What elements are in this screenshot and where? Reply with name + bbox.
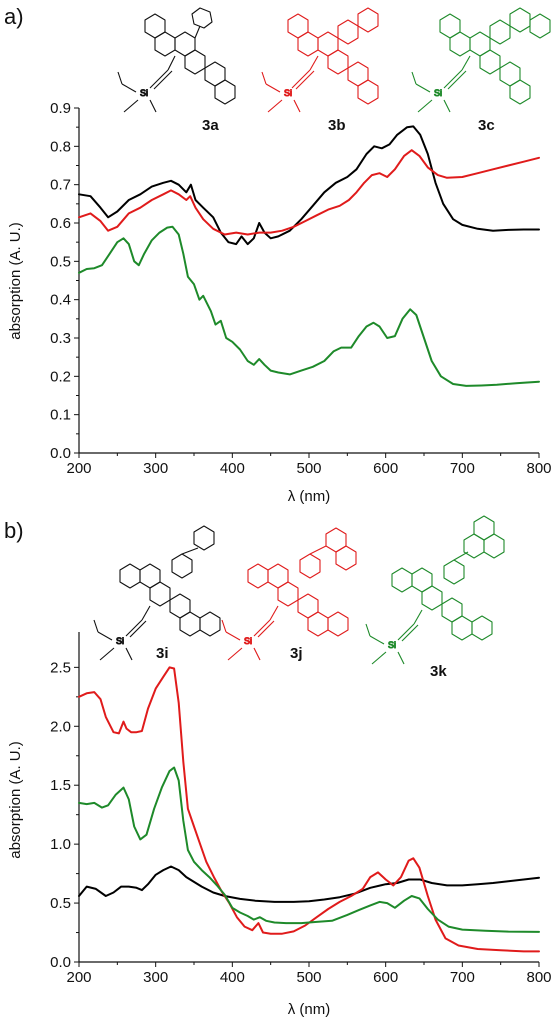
panel-b-label: b) (4, 518, 24, 543)
molecule-3i-structure-icon: Si (93, 525, 221, 661)
y-tick-label: 0.8 (50, 138, 71, 155)
y-tick-label: 1.5 (50, 777, 71, 794)
x-tick-label: 700 (450, 460, 475, 477)
molecule-3j-structure-icon: Si (221, 527, 357, 661)
y-tick-label: 0.5 (50, 895, 71, 912)
series-line-3c (78, 225, 540, 387)
y-tick-label: 0.1 (50, 407, 71, 424)
svg-text:Si: Si (284, 88, 292, 98)
compound-label-3i: 3i (156, 645, 169, 662)
series-line-3i (78, 865, 540, 903)
x-tick-label: 700 (450, 969, 475, 986)
panel-a-label: a) (4, 4, 24, 29)
y-tick-label: 0.0 (50, 954, 71, 971)
y-tick-label: 0.5 (50, 253, 71, 270)
x-tick-label: 500 (296, 460, 321, 477)
y-tick-label: 0.4 (50, 292, 71, 309)
svg-text:Si: Si (388, 640, 396, 650)
molecule-3k-structure-icon: Si (365, 515, 505, 665)
svg-text:Si: Si (434, 88, 442, 98)
panel-a-x-axis-title: λ (nm) (288, 488, 331, 505)
x-tick-label: 600 (373, 969, 398, 986)
panel-a: a) Si 3a (4, 4, 552, 505)
y-tick-label: 0.3 (50, 330, 71, 347)
panel-a-axes: 200 300 400 500 600 700 800 0.0 0.1 0.2 0.3 0.4 0.5 0… (50, 100, 551, 477)
compound-label-3c: 3c (478, 117, 495, 134)
svg-text:Si: Si (140, 88, 148, 98)
compound-label-3k: 3k (430, 663, 447, 680)
panel-b-axes: 200 300 400 500 600 700 800 0.0 0.5 1.0 1.5 2.0 2.5 (50, 632, 552, 986)
panel-a-y-axis-title: absorption (A. U.) (7, 222, 24, 340)
series-line-3j (78, 666, 540, 953)
svg-text:Si: Si (116, 636, 124, 646)
molecule-3c-structure-icon: Si (411, 7, 551, 113)
x-tick-label: 200 (66, 969, 91, 986)
y-tick-label: 0.0 (50, 445, 71, 462)
x-tick-label: 800 (526, 460, 551, 477)
y-tick-label: 0.6 (50, 215, 71, 232)
y-tick-label: 0.9 (50, 100, 71, 117)
compound-label-3b: 3b (328, 117, 346, 134)
molecule-3b-structure-icon: Si (261, 7, 379, 113)
series-line-3b (78, 149, 540, 236)
x-tick-label: 300 (143, 969, 168, 986)
y-tick-label: 0.2 (50, 368, 71, 385)
panel-b: b) Si 3i (4, 515, 552, 1018)
series-line-3a (78, 125, 540, 246)
panel-b-y-axis-title: absorption (A. U.) (7, 741, 24, 859)
x-tick-label: 300 (143, 460, 168, 477)
x-tick-label: 200 (66, 460, 91, 477)
x-tick-label: 400 (220, 969, 245, 986)
compound-label-3a: 3a (202, 117, 219, 134)
y-tick-label: 1.0 (50, 836, 71, 853)
compound-label-3j: 3j (290, 645, 303, 662)
panel-b-x-axis-title: λ (nm) (288, 1001, 331, 1018)
x-tick-label: 800 (526, 969, 551, 986)
panel-a-series (78, 125, 540, 387)
y-tick-label: 2.5 (50, 659, 71, 676)
y-tick-label: 0.7 (50, 177, 71, 194)
molecule-3a-structure-icon: Si (117, 7, 236, 113)
svg-text:Si: Si (244, 636, 252, 646)
x-tick-label: 600 (373, 460, 398, 477)
x-tick-label: 400 (220, 460, 245, 477)
y-tick-label: 2.0 (50, 718, 71, 735)
x-tick-label: 500 (296, 969, 321, 986)
panel-b-series (78, 666, 540, 953)
series-line-3k (78, 766, 540, 933)
